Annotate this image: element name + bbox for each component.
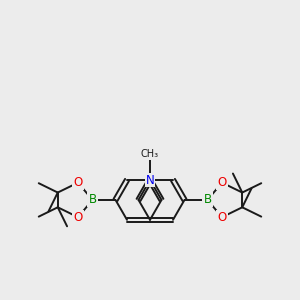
Text: B: B <box>203 194 211 206</box>
Text: O: O <box>74 176 82 189</box>
Text: N: N <box>146 173 154 187</box>
Text: O: O <box>218 211 226 224</box>
Text: B: B <box>88 194 97 206</box>
Text: O: O <box>218 176 226 189</box>
Text: CH₃: CH₃ <box>141 149 159 159</box>
Text: O: O <box>74 211 82 224</box>
